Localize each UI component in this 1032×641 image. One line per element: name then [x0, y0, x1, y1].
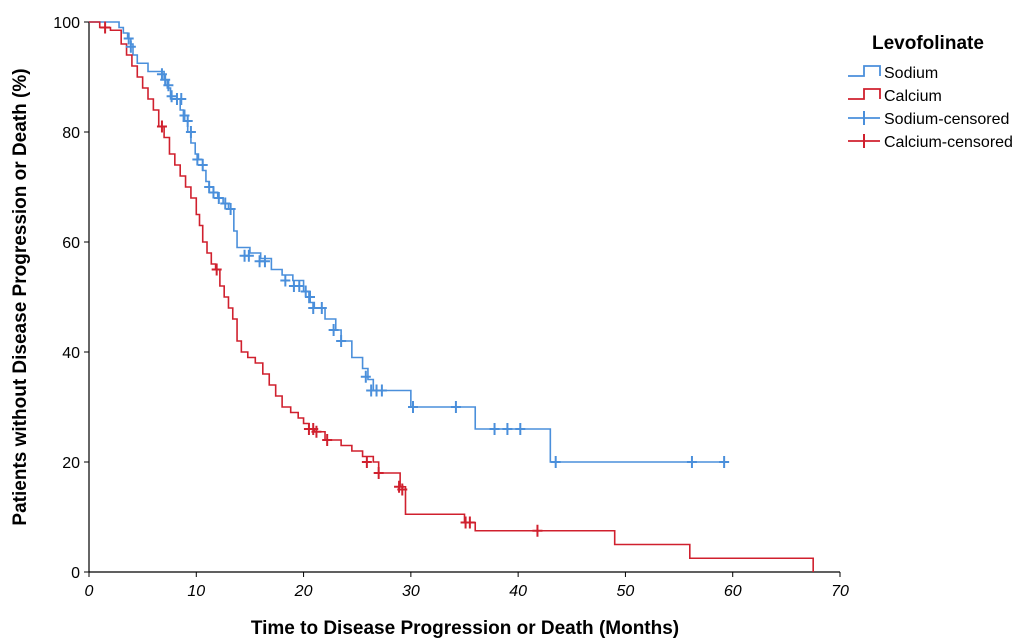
axes	[88, 22, 840, 573]
sodium-censor-mark	[316, 302, 327, 314]
sodium-survival-curve	[89, 21, 722, 463]
sodium-censor-mark	[123, 32, 134, 45]
x-tick-label: 70	[831, 583, 849, 600]
sodium-censor-mark	[336, 335, 347, 347]
legend-entry: Calcium-censored	[848, 134, 1013, 151]
sodium-censor-mark	[308, 302, 319, 314]
sodium-censor-mark	[192, 153, 203, 166]
calcium-censor-mark	[373, 467, 384, 479]
sodium-censor-mark	[259, 255, 270, 268]
sodium-censor-mark	[489, 423, 500, 435]
y-tick-label: 20	[62, 455, 80, 472]
sodium-censor-mark	[408, 401, 419, 413]
y-tick-label: 100	[53, 15, 80, 32]
legend: Levofolinate Sodium Calcium Sodium-censore…	[848, 33, 1013, 151]
x-tick-label: 10	[187, 583, 205, 600]
x-tick-label: 0	[85, 583, 94, 600]
sodium-censor-mark	[280, 274, 291, 287]
sodium-censor-mark	[166, 90, 177, 103]
calcium-censor-mark	[322, 434, 333, 446]
legend-entry: Sodium	[848, 65, 938, 82]
y-tick-label: 0	[71, 565, 80, 582]
y-tick-label: 40	[62, 345, 80, 362]
sodium-censor-mark	[243, 249, 254, 262]
calcium-censor-mark	[156, 120, 167, 133]
sodium-censor-mark	[225, 203, 236, 215]
sodium-censor-mark	[208, 186, 219, 199]
calcium-censor-mark	[311, 425, 322, 438]
sodium-censor-mark	[213, 192, 224, 204]
x-tick-label: 20	[294, 583, 313, 600]
sodium-censor-mark	[502, 423, 513, 435]
legend-entry: Calcium	[848, 88, 942, 105]
sodium-censor-mark	[185, 126, 196, 138]
sodium-censor-mark	[182, 115, 193, 127]
calcium-survival-curve	[89, 21, 814, 572]
sodium-censor-mark	[376, 384, 387, 397]
series-layer	[89, 21, 814, 572]
calcium-censor-mark	[211, 263, 222, 276]
x-tick-label: 50	[617, 583, 635, 600]
sodium-censor-mark	[125, 40, 136, 53]
legend-label: Calcium-censored	[884, 134, 1013, 151]
legend-label: Calcium	[884, 88, 942, 105]
calcium-censor-mark	[361, 456, 372, 468]
sodium-censor-mark	[163, 79, 174, 92]
y-axis-title: Patients without Disease Progression or …	[10, 68, 31, 525]
legend-label: Sodium	[884, 65, 938, 82]
y-ticks: 0 20 40 60 80 100	[53, 15, 89, 582]
legend-step-symbol	[848, 88, 881, 100]
x-ticks: 0 10 20 30 40 50 60 70	[85, 572, 849, 600]
sodium-censor-mark	[197, 159, 208, 171]
y-tick-label: 80	[62, 125, 80, 142]
legend-step-symbol	[848, 65, 881, 77]
sodium-censor-mark	[305, 291, 316, 303]
legend-entries: Sodium Calcium Sodium-censored Calcium-cens…	[848, 65, 1013, 151]
sodium-censor-mark	[294, 280, 305, 292]
sodium-censor-mark	[719, 456, 730, 468]
y-tick-label: 60	[62, 235, 80, 252]
x-tick-label: 60	[724, 583, 742, 600]
legend-title: Levofolinate	[872, 33, 984, 54]
sodium-censor-mark	[515, 423, 526, 435]
x-axis-title: Time to Disease Progression or Death (Mo…	[251, 618, 679, 639]
sodium-censor-mark	[450, 401, 461, 413]
sodium-censor-mark	[328, 324, 339, 336]
calcium-censor-mark	[464, 516, 475, 529]
calcium-censor-mark	[532, 524, 543, 537]
sodium-censor-mark	[686, 456, 697, 468]
sodium-censor-mark	[176, 93, 187, 105]
x-tick-label: 30	[402, 583, 420, 600]
legend-label: Sodium-censored	[884, 111, 1009, 128]
legend-entry: Sodium-censored	[848, 111, 1009, 128]
sodium-censor-mark	[360, 370, 371, 383]
calcium-censor-mark	[397, 483, 408, 496]
sodium-censor-mark	[220, 197, 231, 210]
x-tick-label: 40	[509, 583, 527, 600]
censor-markers	[100, 21, 730, 537]
sodium-censor-mark	[550, 456, 561, 468]
calcium-censor-mark	[100, 21, 111, 34]
